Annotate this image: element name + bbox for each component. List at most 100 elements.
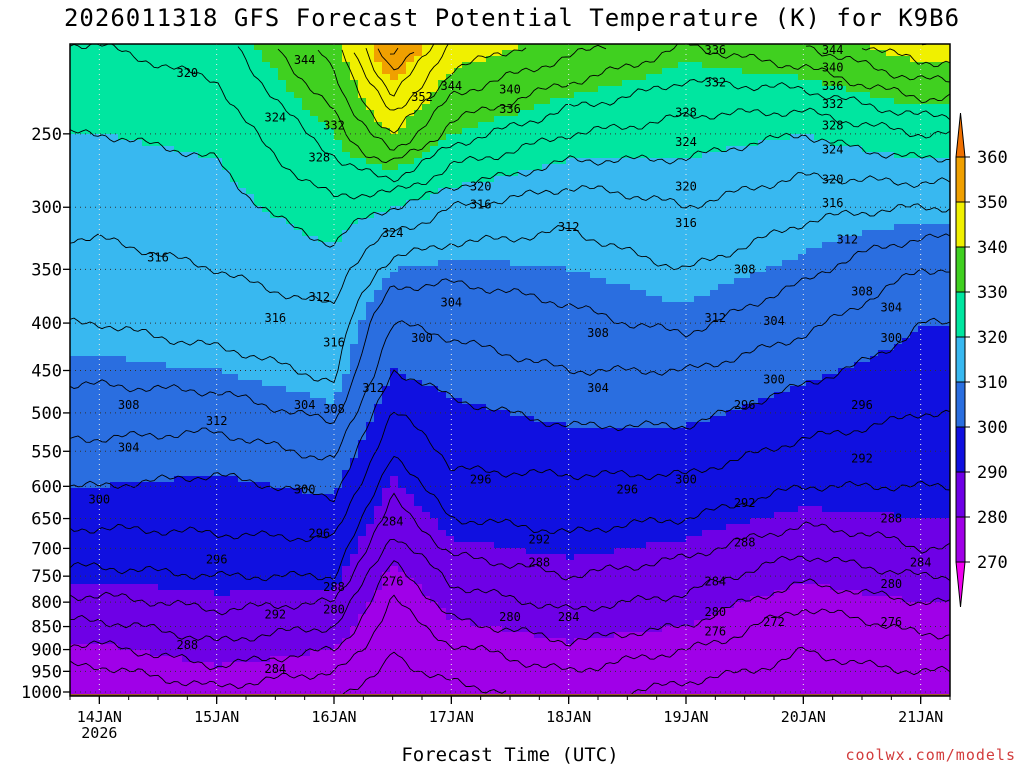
- theta-cell: [358, 128, 367, 135]
- theta-cell: [262, 620, 271, 627]
- theta-cell: [246, 398, 255, 405]
- theta-cell: [302, 374, 311, 381]
- theta-cell: [198, 356, 207, 363]
- theta-cell: [198, 80, 207, 87]
- theta-cell: [118, 374, 127, 381]
- theta-cell: [406, 140, 415, 147]
- theta-cell: [158, 494, 167, 501]
- theta-cell: [94, 578, 103, 585]
- theta-cell: [358, 158, 367, 165]
- theta-cell: [190, 458, 199, 465]
- theta-cell: [190, 650, 199, 657]
- theta-cell: [206, 206, 215, 213]
- theta-cell: [278, 320, 287, 327]
- theta-cell: [214, 566, 223, 573]
- theta-cell: [390, 308, 399, 315]
- theta-cell: [302, 650, 311, 657]
- theta-cell: [374, 128, 383, 135]
- theta-cell: [94, 626, 103, 633]
- theta-cell: [310, 512, 319, 519]
- theta-cell: [390, 200, 399, 207]
- theta-cell: [390, 512, 399, 519]
- theta-cell: [398, 530, 407, 537]
- theta-cell: [278, 308, 287, 315]
- theta-cell: [366, 326, 375, 333]
- theta-cell: [198, 98, 207, 105]
- theta-cell: [398, 686, 407, 693]
- theta-cell: [222, 536, 231, 543]
- theta-cell: [326, 530, 335, 537]
- theta-cell: [206, 74, 215, 81]
- theta-cell: [174, 656, 183, 663]
- theta-cell: [406, 206, 415, 213]
- theta-cell: [310, 644, 319, 651]
- theta-cell: [150, 482, 159, 489]
- theta-cell: [94, 224, 103, 231]
- theta-cell: [142, 164, 151, 171]
- theta-cell: [214, 272, 223, 279]
- theta-cell: [374, 650, 383, 657]
- theta-cell: [422, 674, 431, 681]
- theta-cell: [206, 164, 215, 171]
- theta-cell: [350, 206, 359, 213]
- theta-cell: [406, 128, 415, 135]
- theta-cell: [126, 452, 135, 459]
- theta-cell: [342, 146, 351, 153]
- theta-cell: [350, 512, 359, 519]
- theta-cell: [358, 272, 367, 279]
- theta-cell: [278, 116, 287, 123]
- theta-cell: [222, 566, 231, 573]
- theta-cell: [270, 626, 279, 633]
- theta-cell: [238, 416, 247, 423]
- theta-cell: [230, 44, 239, 51]
- theta-cell: [278, 314, 287, 321]
- theta-cell: [286, 128, 295, 135]
- theta-cell: [270, 548, 279, 555]
- theta-cell: [230, 494, 239, 501]
- theta-cell: [158, 80, 167, 87]
- theta-cell: [134, 296, 143, 303]
- theta-cell: [78, 164, 87, 171]
- theta-cell: [406, 80, 415, 87]
- theta-cell: [286, 506, 295, 513]
- theta-cell: [126, 350, 135, 357]
- theta-cell: [254, 326, 263, 333]
- theta-cell: [326, 368, 335, 375]
- theta-cell: [342, 164, 351, 171]
- theta-cell: [86, 626, 95, 633]
- theta-cell: [262, 332, 271, 339]
- theta-cell: [430, 326, 439, 333]
- theta-cell: [374, 314, 383, 321]
- theta-cell: [358, 422, 367, 429]
- theta-cell: [126, 218, 135, 225]
- theta-cell: [294, 272, 303, 279]
- theta-cell: [94, 158, 103, 165]
- theta-cell: [102, 620, 111, 627]
- theta-cell: [422, 620, 431, 627]
- theta-cell: [78, 308, 87, 315]
- theta-cell: [206, 530, 215, 537]
- theta-cell: [222, 554, 231, 561]
- theta-cell: [414, 116, 423, 123]
- theta-cell: [350, 290, 359, 297]
- theta-cell: [110, 194, 119, 201]
- theta-cell: [110, 302, 119, 309]
- theta-cell: [190, 146, 199, 153]
- theta-cell: [406, 356, 415, 363]
- theta-cell: [422, 332, 431, 339]
- theta-cell: [214, 440, 223, 447]
- theta-cell: [318, 218, 327, 225]
- theta-cell: [214, 104, 223, 111]
- theta-cell: [238, 608, 247, 615]
- theta-cell: [142, 464, 151, 471]
- theta-cell: [246, 296, 255, 303]
- theta-cell: [422, 74, 431, 81]
- theta-cell: [270, 656, 279, 663]
- theta-cell: [190, 248, 199, 255]
- theta-cell: [78, 506, 87, 513]
- theta-cell: [286, 56, 295, 63]
- theta-cell: [342, 200, 351, 207]
- theta-cell: [222, 314, 231, 321]
- theta-cell: [398, 614, 407, 621]
- theta-cell: [222, 92, 231, 99]
